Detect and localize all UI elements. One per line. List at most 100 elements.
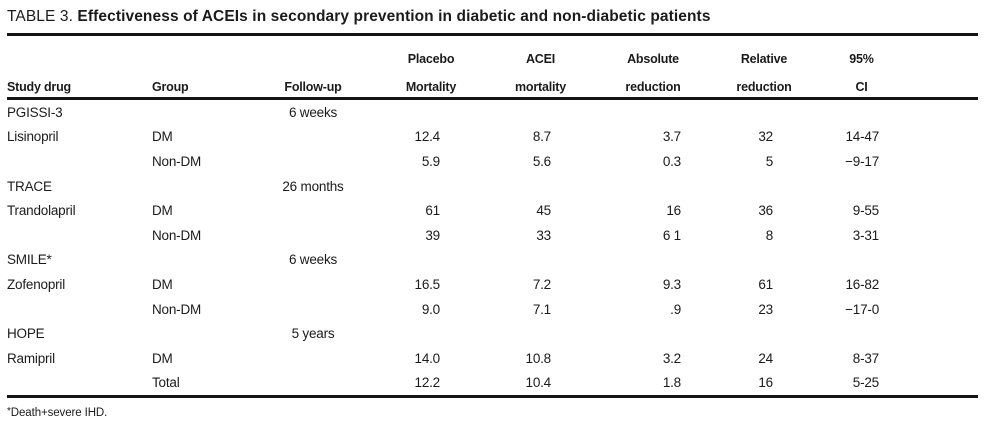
cell-placebo-mortality: 14.0 (414, 350, 441, 366)
column-header-follow-up: Follow-up (250, 69, 376, 100)
footnote-marker: * (7, 406, 11, 418)
cell-placebo-mortality: 61 (425, 203, 440, 219)
table-row: Total 12.2 10.4 1.8 16 5-25 (7, 371, 978, 397)
cell-study-drug (7, 371, 152, 397)
table-row: Non-DM 9.0 7.1 .9 23 −17-0 (7, 297, 978, 322)
column-header-relative: Relative (740, 52, 788, 66)
table-row: TRACE 26 months (7, 174, 978, 199)
header-row-1: Placebo ACEI Absolute Relative 95% (7, 35, 978, 70)
cell-acei-mortality (486, 99, 595, 125)
column-header-empty (250, 35, 376, 70)
cell-absolute-reduction: 0.3 (662, 153, 681, 169)
cell-group (152, 99, 250, 125)
cell-spacer (906, 321, 978, 346)
cell-spacer (906, 223, 978, 248)
cell-study-drug: Ramipril (7, 350, 55, 366)
cell-relative-reduction: 24 (758, 350, 773, 366)
cell-spacer (906, 272, 978, 297)
data-table: Placebo ACEI Absolute Relative 95% Study… (7, 33, 978, 399)
cell-absolute-reduction: 3.2 (662, 350, 681, 366)
column-header-placebo-mortality: Mortality (376, 69, 486, 100)
cell-absolute-reduction: 3.7 (662, 129, 681, 145)
cell-acei-mortality: 8.7 (532, 129, 551, 145)
cell-95-ci: −17-0 (845, 301, 879, 317)
cell-follow-up (250, 346, 376, 371)
cell-acei-mortality: 45 (536, 203, 551, 219)
cell-95-ci (817, 321, 906, 346)
cell-study-drug: Trandolapril (7, 203, 76, 219)
cell-group (152, 248, 250, 273)
table-figure: TABLE 3. Effectiveness of ACEIs in secon… (7, 7, 978, 420)
cell-placebo-mortality: 16.5 (414, 276, 441, 292)
cell-group: DM (152, 276, 173, 292)
column-header-absolute-reduction: reduction (595, 69, 711, 100)
table-row: Zofenopril DM 16.5 7.2 9.3 61 16-82 (7, 272, 978, 297)
cell-acei-mortality (486, 321, 595, 346)
header-row-2: Study drug Group Follow-up Mortality mor… (7, 69, 978, 100)
cell-absolute-reduction (595, 321, 711, 346)
cell-95-ci: −9-17 (845, 153, 879, 169)
cell-placebo-mortality (376, 99, 486, 125)
cell-relative-reduction: 8 (765, 227, 774, 243)
cell-relative-reduction: 32 (758, 129, 773, 145)
cell-placebo-mortality (376, 248, 486, 273)
cell-acei-mortality: 10.4 (525, 375, 552, 391)
cell-group: DM (152, 129, 173, 145)
footnote-text: Death+severe IHD. (10, 407, 108, 420)
cell-spacer (906, 99, 978, 125)
cell-absolute-reduction: 1.8 (662, 375, 681, 391)
table-row: Non-DM 39 33 6 1 8 3-31 (7, 223, 978, 248)
cell-absolute-reduction: .9 (670, 301, 681, 317)
cell-placebo-mortality: 5.9 (421, 153, 440, 169)
cell-spacer (906, 346, 978, 371)
table-row: Trandolapril DM 61 45 16 36 9-55 (7, 198, 978, 223)
cell-placebo-mortality: 12.4 (414, 129, 441, 145)
cell-follow-up: 6 weeks (288, 104, 338, 120)
cell-relative-reduction: 23 (758, 301, 773, 317)
cell-study-drug: Lisinopril (7, 129, 59, 145)
cell-acei-mortality: 10.8 (525, 350, 552, 366)
column-header-empty (152, 35, 250, 70)
cell-95-ci: 14-47 (845, 129, 879, 145)
cell-acei-mortality: 5.6 (532, 153, 551, 169)
cell-relative-reduction: 16 (758, 375, 773, 391)
cell-relative-reduction: 5 (765, 153, 774, 169)
cell-acei-mortality (486, 248, 595, 273)
cell-follow-up: 26 months (282, 178, 344, 194)
cell-spacer (906, 371, 978, 397)
cell-absolute-reduction: 6 1 (662, 227, 681, 243)
cell-study-drug (7, 223, 152, 248)
cell-95-ci: 8-37 (852, 350, 879, 366)
column-header-empty (7, 35, 152, 70)
table-row: HOPE 5 years (7, 321, 978, 346)
cell-study-drug: TRACE (7, 178, 52, 194)
cell-absolute-reduction (595, 99, 711, 125)
cell-study-drug: HOPE (7, 326, 45, 342)
cell-spacer (906, 174, 978, 199)
column-header-spacer (906, 35, 978, 70)
cell-relative-reduction (711, 248, 817, 273)
cell-follow-up (250, 297, 376, 322)
column-header-group: Group (152, 69, 250, 100)
cell-95-ci (817, 248, 906, 273)
cell-follow-up (250, 125, 376, 150)
column-header-absolute: Absolute (627, 52, 679, 66)
cell-relative-reduction (711, 321, 817, 346)
cell-follow-up (250, 272, 376, 297)
cell-spacer (906, 149, 978, 174)
cell-relative-reduction: 61 (758, 276, 773, 292)
cell-absolute-reduction (595, 174, 711, 199)
cell-study-drug (7, 297, 152, 322)
cell-relative-reduction (711, 99, 817, 125)
table-caption: TABLE 3. Effectiveness of ACEIs in secon… (7, 7, 978, 27)
table-footnote: *Death+severe IHD. (7, 406, 978, 420)
column-header-acei: ACEI (525, 52, 556, 66)
cell-follow-up (250, 198, 376, 223)
cell-95-ci: 5-25 (852, 375, 879, 391)
cell-group (152, 321, 250, 346)
cell-group: Total (152, 375, 180, 391)
cell-follow-up: 5 years (291, 326, 335, 342)
table-row: Ramipril DM 14.0 10.8 3.2 24 8-37 (7, 346, 978, 371)
cell-group: Non-DM (152, 301, 202, 317)
cell-acei-mortality (486, 174, 595, 199)
